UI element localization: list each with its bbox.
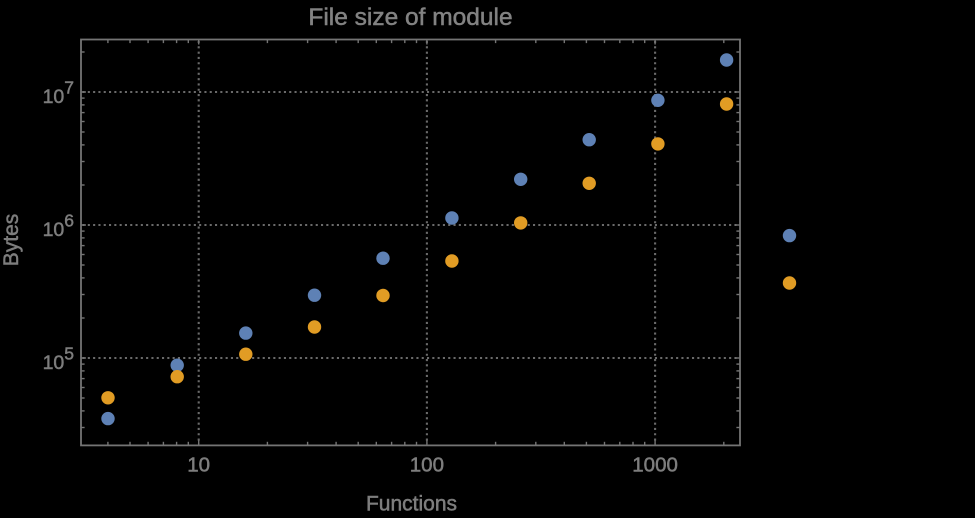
svg-text:File size of module: File size of module	[308, 4, 512, 31]
svg-text:100: 100	[410, 454, 444, 477]
svg-text:Bytes: Bytes	[0, 214, 23, 267]
svg-text:Functions: Functions	[366, 493, 457, 514]
svg-text:1000: 1000	[632, 454, 678, 477]
svg-text:10: 10	[187, 454, 210, 477]
